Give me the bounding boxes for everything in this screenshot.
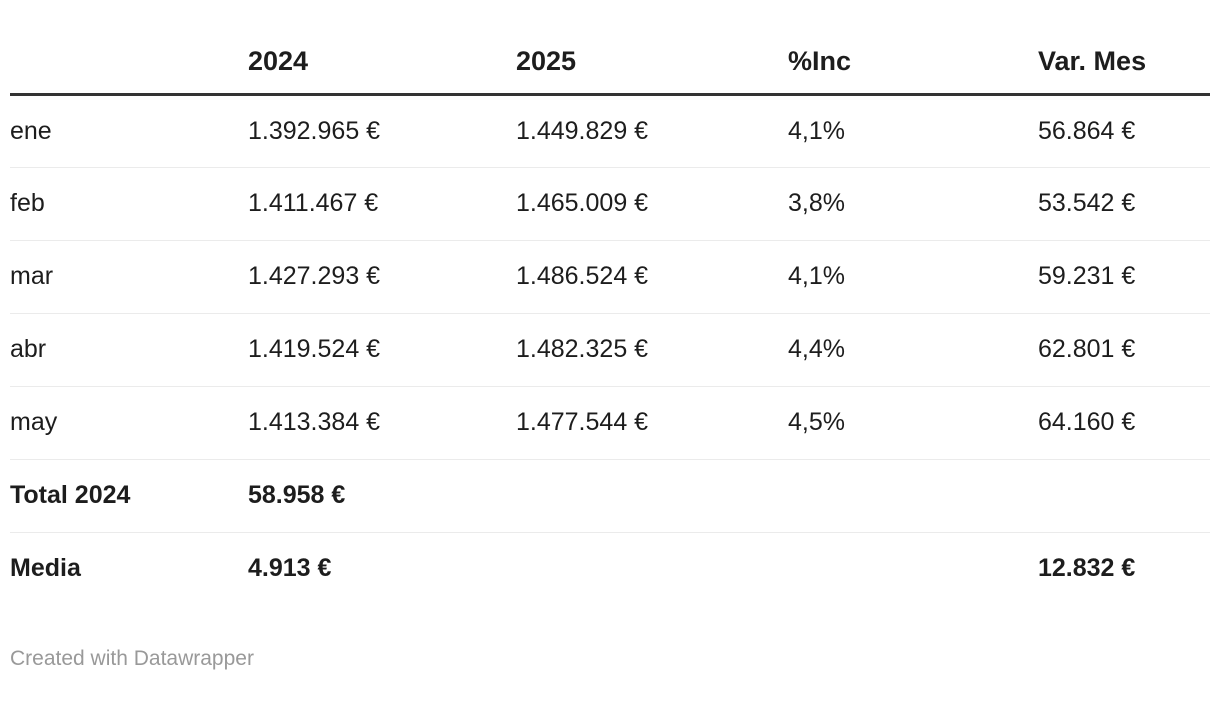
header-cell-2024: 2024	[248, 30, 516, 96]
cell-month-label: ene	[10, 94, 248, 168]
cell-2024: 58.958 €	[248, 459, 516, 533]
cell-var-mes: 12.832 €	[1038, 554, 1136, 583]
cell-2025	[516, 532, 788, 605]
cell-2025: 1.486.524 €	[516, 240, 788, 314]
cell-month-label: mar	[10, 240, 248, 314]
cell-2024: 4.913 €	[248, 554, 332, 583]
summary-row: Media 4.913 € 12.832 €	[10, 532, 1210, 605]
cell-2024: 1.411.467 €	[248, 167, 516, 241]
cell-pct-inc	[788, 459, 1038, 533]
cell-var-mes	[1038, 459, 1210, 533]
header-cell-pct-inc: %Inc	[788, 30, 1038, 96]
cell-var-mes: 64.160 €	[1038, 386, 1210, 460]
cell-pct-inc	[788, 532, 1038, 605]
cell-month-label: Media	[10, 554, 81, 583]
cell-month-label: abr	[10, 313, 248, 387]
header-cell-2025: 2025	[516, 30, 788, 96]
cell-2024: 1.419.524 €	[248, 313, 516, 387]
header-row: 2024 2025 %Inc Var. Mes	[10, 30, 1210, 96]
cell-pct-inc: 4,1%	[788, 94, 1038, 168]
table-row: abr 1.419.524 €1.482.325 €4,4% 62.801 €	[10, 313, 1210, 387]
datawrapper-credit-link[interactable]: Created with Datawrapper	[10, 647, 254, 670]
table-row: may 1.413.384 €1.477.544 €4,5% 64.160 €	[10, 386, 1210, 460]
cell-var-mes: 56.864 €	[1038, 94, 1210, 168]
datawrapper-table-page: 2024 2025 %Inc Var. Mes ene 1.392.965 €1.…	[0, 30, 1220, 671]
header-cell-month	[10, 30, 248, 96]
cell-var-mes: 53.542 €	[1038, 167, 1210, 241]
cell-var-mes: 62.801 €	[1038, 313, 1210, 387]
cell-2025: 1.465.009 €	[516, 167, 788, 241]
cell-2025: 1.449.829 €	[516, 94, 788, 168]
cell-2025	[516, 459, 788, 533]
cell-2024: 1.413.384 €	[248, 386, 516, 460]
table-row: ene 1.392.965 €1.449.829 €4,1% 56.864 €	[10, 94, 1210, 168]
cell-pct-inc: 4,1%	[788, 240, 1038, 314]
cell-var-mes: 59.231 €	[1038, 240, 1210, 314]
cell-2025: 1.482.325 €	[516, 313, 788, 387]
table-row: mar 1.427.293 €1.486.524 €4,1% 59.231 €	[10, 240, 1210, 314]
cell-month-label: Total 2024	[10, 459, 248, 533]
cell-pct-inc: 4,5%	[788, 386, 1038, 460]
table-row: feb 1.411.467 €1.465.009 €3,8% 53.542 €	[10, 167, 1210, 241]
data-table: 2024 2025 %Inc Var. Mes ene 1.392.965 €1.…	[10, 30, 1210, 605]
cell-month-label: feb	[10, 167, 248, 241]
cell-2024: 1.392.965 €	[248, 94, 516, 168]
cell-2025: 1.477.544 €	[516, 386, 788, 460]
summary-row: Total 2024 58.958 €	[10, 459, 1210, 533]
cell-pct-inc: 4,4%	[788, 313, 1038, 387]
header-cell-var-mes: Var. Mes	[1038, 30, 1210, 96]
cell-2024: 1.427.293 €	[248, 240, 516, 314]
cell-pct-inc: 3,8%	[788, 167, 1038, 241]
cell-month-label: may	[10, 386, 248, 460]
